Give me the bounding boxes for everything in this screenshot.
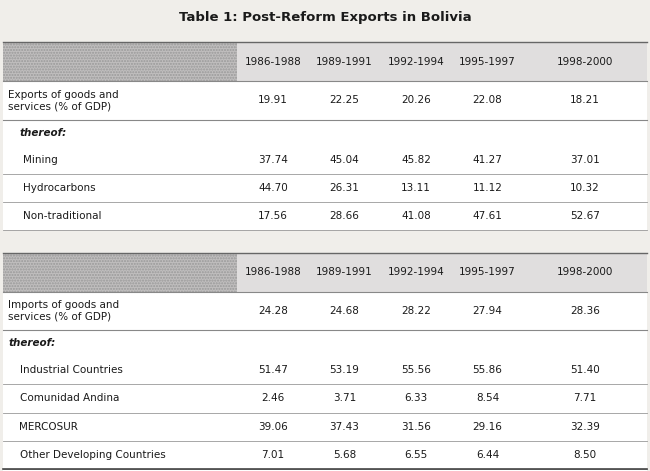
Text: 47.61: 47.61 [473,211,502,221]
Text: Table 1: Post-Reform Exports in Bolivia: Table 1: Post-Reform Exports in Bolivia [179,11,471,24]
Text: 51.47: 51.47 [258,365,288,375]
Bar [3,253,237,292]
Text: 20.26: 20.26 [401,95,431,106]
Text: 5.68: 5.68 [333,450,356,460]
Text: 1998-2000: 1998-2000 [557,267,613,277]
Bar [452,42,523,81]
Text: Imports of goods and
services (% of GDP): Imports of goods and services (% of GDP) [8,300,120,322]
Text: 39.06: 39.06 [258,422,288,432]
Bar [523,42,647,81]
Text: 22.08: 22.08 [473,95,502,106]
Text: Exports of goods and
services (% of GDP): Exports of goods and services (% of GDP) [8,89,119,111]
Text: thereof:: thereof: [20,128,67,138]
Text: 27.94: 27.94 [473,306,502,316]
Text: 8.54: 8.54 [476,393,499,404]
Bar [380,253,452,292]
Bar [309,42,380,81]
Bar [452,42,523,81]
Text: 1986-1988: 1986-1988 [244,267,302,277]
Bar [3,292,647,330]
Bar [3,202,647,230]
Bar [3,356,647,384]
Text: 37.01: 37.01 [570,154,600,165]
Text: 7.01: 7.01 [261,450,285,460]
Bar [3,441,647,469]
Text: 1995-1997: 1995-1997 [459,57,516,67]
Text: 28.66: 28.66 [330,211,359,221]
Text: 6.33: 6.33 [404,393,428,404]
Text: 13.11: 13.11 [401,183,431,193]
Text: 1989-1991: 1989-1991 [316,267,373,277]
Text: Non-traditional: Non-traditional [23,211,101,221]
Text: 28.36: 28.36 [570,306,600,316]
Text: 52.67: 52.67 [570,211,600,221]
Bar [237,253,309,292]
Text: 17.56: 17.56 [258,211,288,221]
Text: 1992-1994: 1992-1994 [387,57,445,67]
Bar [3,174,647,202]
Text: 28.22: 28.22 [401,306,431,316]
Text: 45.82: 45.82 [401,154,431,165]
Text: 3.71: 3.71 [333,393,356,404]
Bar [309,42,380,81]
Bar [237,42,309,81]
Text: 1998-2000: 1998-2000 [557,57,613,67]
Text: 7.71: 7.71 [573,393,597,404]
Bar [3,42,237,81]
Bar [3,469,647,471]
Text: 31.56: 31.56 [401,422,431,432]
Bar [3,120,647,146]
Text: Comunidad Andina: Comunidad Andina [20,393,119,404]
Text: Industrial Countries: Industrial Countries [20,365,122,375]
Text: 18.21: 18.21 [570,95,600,106]
Text: 29.16: 29.16 [473,422,502,432]
Text: 37.74: 37.74 [258,154,288,165]
Text: 53.19: 53.19 [330,365,359,375]
Text: 19.91: 19.91 [258,95,288,106]
Bar [3,42,237,81]
Text: 26.31: 26.31 [330,183,359,193]
Bar [3,413,647,441]
Text: 10.32: 10.32 [570,183,600,193]
Text: 6.55: 6.55 [404,450,428,460]
Text: 41.27: 41.27 [473,154,502,165]
Text: Hydrocarbons: Hydrocarbons [23,183,96,193]
Text: 8.50: 8.50 [573,450,597,460]
Text: 11.12: 11.12 [473,183,502,193]
Text: Other Developing Countries: Other Developing Countries [20,450,165,460]
Text: 1989-1991: 1989-1991 [316,57,373,67]
Text: 37.43: 37.43 [330,422,359,432]
Bar [3,146,647,174]
Bar [380,42,452,81]
Text: 44.70: 44.70 [258,183,288,193]
Bar [523,42,647,81]
Text: 1986-1988: 1986-1988 [244,57,302,67]
Text: 51.40: 51.40 [570,365,600,375]
Text: 22.25: 22.25 [330,95,359,106]
Bar [3,384,647,413]
Text: 6.44: 6.44 [476,450,499,460]
Text: MERCOSUR: MERCOSUR [20,422,79,432]
Bar [452,253,523,292]
Bar [3,81,647,120]
Bar [3,330,647,356]
Text: 1992-1994: 1992-1994 [387,267,445,277]
Text: thereof:: thereof: [8,338,56,348]
Bar [380,42,452,81]
Text: 24.68: 24.68 [330,306,359,316]
Text: 41.08: 41.08 [401,211,431,221]
Text: 55.86: 55.86 [473,365,502,375]
Text: 24.28: 24.28 [258,306,288,316]
Text: 2.46: 2.46 [261,393,285,404]
Bar [523,253,647,292]
Text: 1995-1997: 1995-1997 [459,267,516,277]
Text: 45.04: 45.04 [330,154,359,165]
Bar [237,42,309,81]
Text: Mining: Mining [23,154,57,165]
Text: 55.56: 55.56 [401,365,431,375]
Text: 32.39: 32.39 [570,422,600,432]
Bar [309,253,380,292]
